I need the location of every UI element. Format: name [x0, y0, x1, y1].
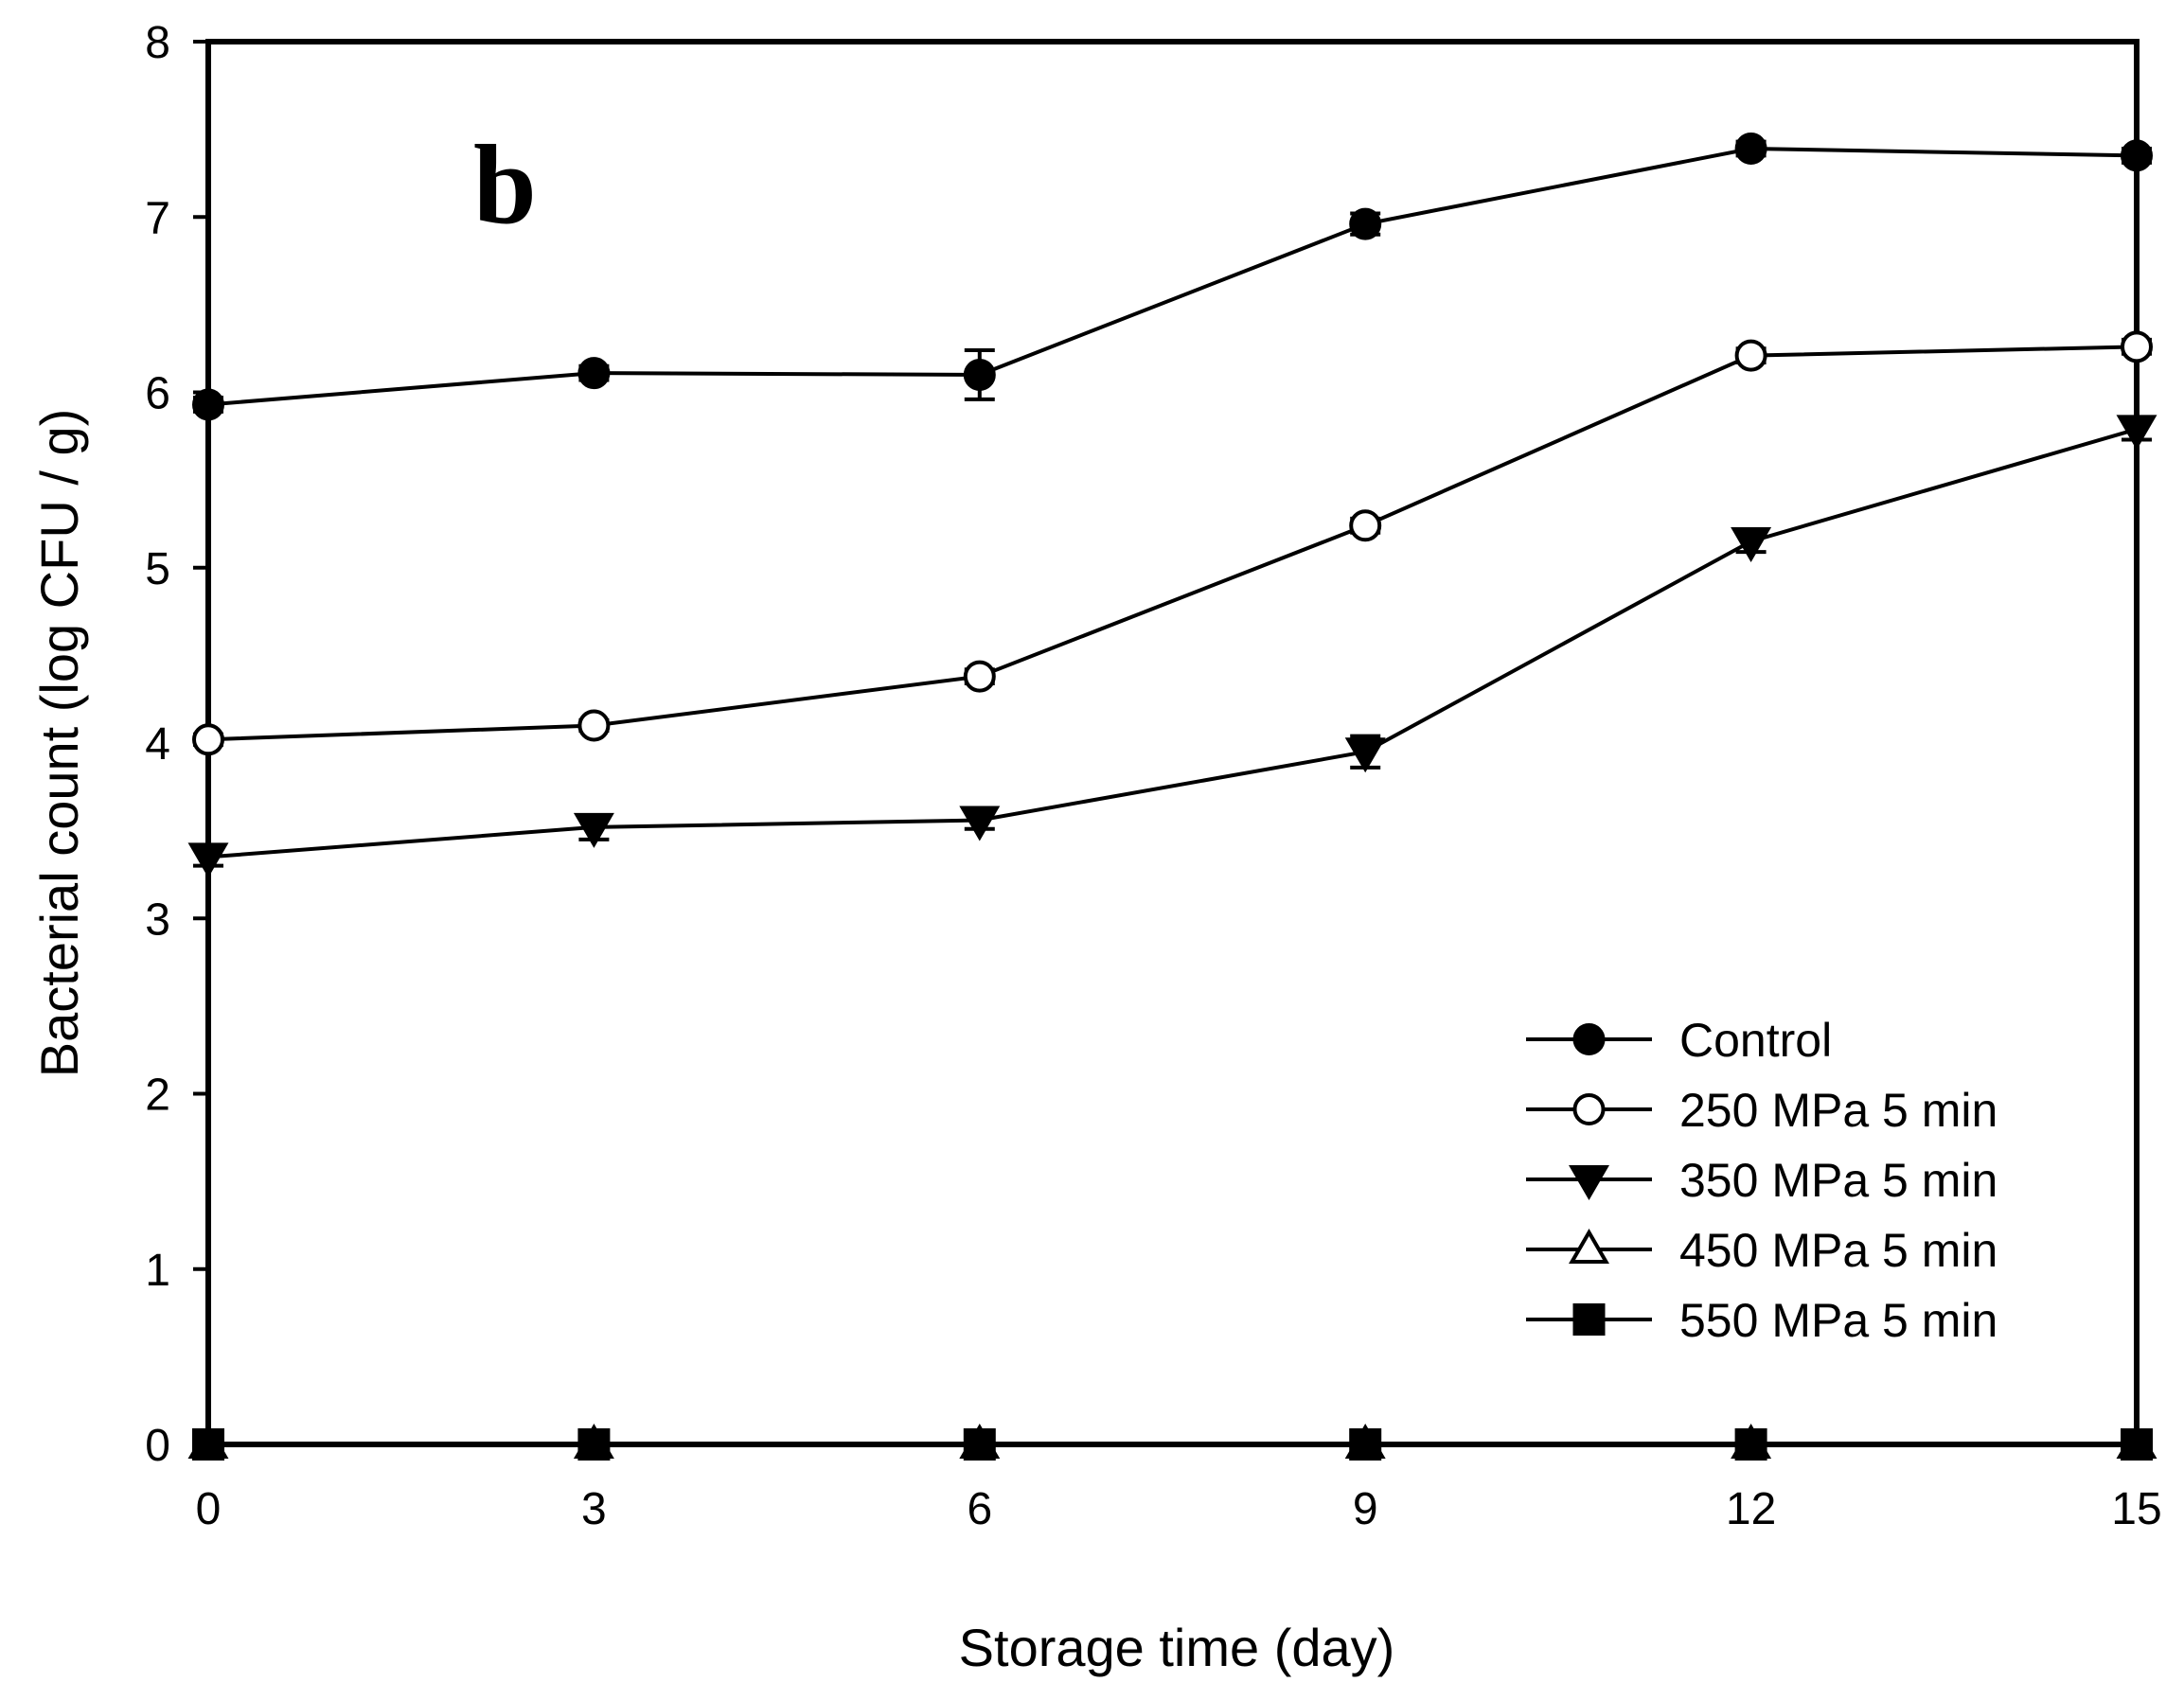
legend: Control 250 MPa 5 min 350 MPa 5 min 450 MPa… — [1526, 1014, 1998, 1347]
legend-item: 550 MPa 5 min — [1526, 1294, 1998, 1347]
legend-item: Control — [1526, 1014, 1832, 1067]
legend-marker — [1569, 1229, 1609, 1264]
legend-label: Control — [1679, 1014, 1832, 1067]
legend-item: 450 MPa 5 min — [1526, 1224, 1998, 1277]
data-point — [2116, 415, 2157, 451]
y-axis-title: Bacterial count (log CFU / g) — [29, 409, 89, 1077]
data-point — [959, 806, 1001, 841]
data-point — [1734, 133, 1767, 166]
data-point — [577, 709, 611, 742]
legend-label: 250 MPa 5 min — [1679, 1084, 1998, 1137]
data-point — [192, 1428, 224, 1461]
y-tick-label: 1 — [145, 1246, 170, 1296]
panel-letter: b — [473, 121, 537, 247]
data-point — [1734, 1428, 1767, 1461]
legend-marker — [1572, 1093, 1606, 1125]
data-point — [577, 357, 611, 390]
series-2 — [192, 330, 2153, 756]
y-tick-label: 4 — [145, 719, 170, 770]
x-axis-title: Storage time (day) — [959, 1618, 1395, 1677]
x-tick-label: 0 — [196, 1484, 222, 1534]
legend-marker — [1569, 1165, 1609, 1200]
series-3 — [187, 415, 2157, 878]
data-point — [963, 660, 996, 693]
data-point — [192, 723, 224, 756]
data-point — [1734, 339, 1767, 372]
series-line — [207, 146, 2138, 407]
series-1 — [192, 133, 2153, 421]
data-point — [2121, 1428, 2153, 1461]
data-point — [1349, 509, 1382, 542]
x-tick-label: 6 — [967, 1484, 992, 1534]
x-tick-label: 3 — [581, 1484, 607, 1534]
y-tick-label: 0 — [145, 1421, 170, 1471]
data-point — [577, 1428, 611, 1461]
series-5 — [192, 1428, 2153, 1461]
legend-item: 250 MPa 5 min — [1526, 1084, 1998, 1137]
x-tick-label: 12 — [1726, 1484, 1776, 1534]
legend-item: 350 MPa 5 min — [1526, 1154, 1998, 1207]
data-point — [187, 842, 229, 878]
legend-marker — [1572, 1303, 1606, 1336]
data-point — [963, 1428, 996, 1461]
y-axis-ticks: 0 1 2 3 4 5 6 7 8 — [145, 18, 208, 1471]
data-point — [2121, 139, 2153, 172]
data-point — [963, 358, 996, 391]
x-axis-ticks: 0 3 6 9 12 15 — [196, 1444, 2162, 1534]
y-tick-label: 7 — [145, 193, 170, 243]
y-tick-label: 6 — [145, 369, 170, 419]
series-line — [207, 345, 2138, 742]
y-tick-label: 3 — [145, 894, 170, 945]
data-point — [1731, 526, 1772, 562]
data-point — [1349, 1428, 1382, 1461]
y-tick-label: 5 — [145, 544, 170, 594]
data-point — [573, 812, 614, 848]
series-layer — [187, 133, 2157, 1461]
y-tick-label: 8 — [145, 18, 170, 68]
data-point — [1344, 737, 1386, 773]
legend-label: 450 MPa 5 min — [1679, 1224, 1998, 1277]
x-tick-label: 15 — [2111, 1484, 2161, 1534]
x-tick-label: 9 — [1353, 1484, 1378, 1534]
legend-marker — [1572, 1023, 1606, 1055]
data-point — [192, 388, 224, 421]
legend-label: 550 MPa 5 min — [1679, 1294, 1998, 1347]
data-point — [2121, 330, 2153, 363]
y-tick-label: 2 — [145, 1071, 170, 1121]
series-line — [207, 427, 2138, 859]
data-point — [1349, 207, 1382, 240]
legend-label: 350 MPa 5 min — [1679, 1154, 1998, 1207]
